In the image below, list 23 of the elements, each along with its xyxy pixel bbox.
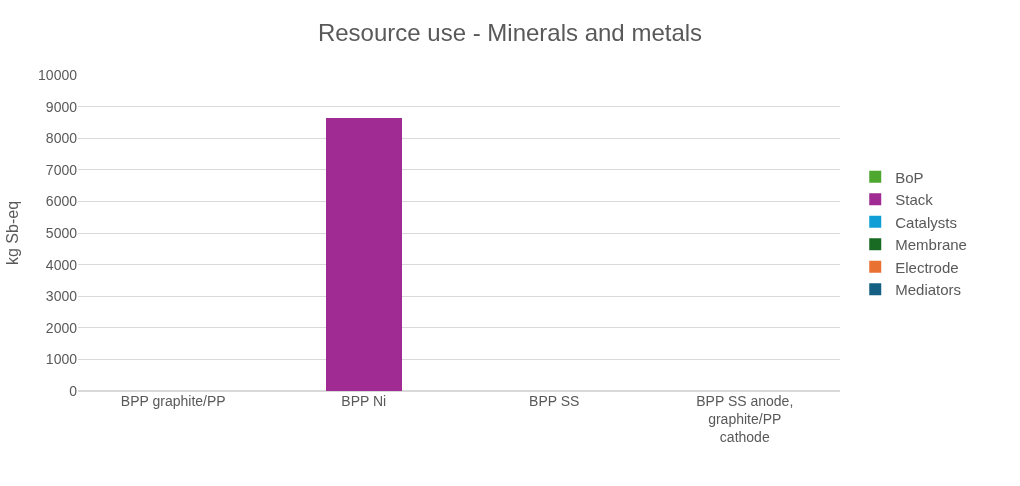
legend-label: Stack [895,191,934,209]
legend-label: Electrode [895,258,959,276]
y-tick-label: 8000 [45,130,78,147]
y-tick-label: 6000 [45,193,78,210]
y-tick-label: 9000 [45,98,78,115]
legend-label: BoP [895,168,924,186]
legend-label: Catalysts [895,213,957,231]
x-tick-label: BPP Ni [341,393,387,409]
y-tick-label: 2000 [45,319,78,336]
legend-label: Mediators [895,281,962,299]
y-tick-label: 5000 [45,224,78,241]
legend-label: Membrane [895,236,967,254]
y-axis-title: kg Sb-eq [3,200,21,266]
y-tick-label: 1000 [45,351,78,368]
y-tick-label: 7000 [45,161,78,178]
x-tick-label: BPP graphite/PP [120,393,226,409]
y-tick-label: 10000 [38,66,78,83]
x-tick-label: BPP SS [529,393,580,409]
y-tick-label: 0 [69,382,78,399]
y-tick-label: 3000 [45,288,78,305]
x-tick-label: BPP SS anode, graphite/PP cathode [696,393,794,446]
y-tick-label: 4000 [45,256,78,273]
chart-title: Resource use - Minerals and metals [317,19,703,47]
